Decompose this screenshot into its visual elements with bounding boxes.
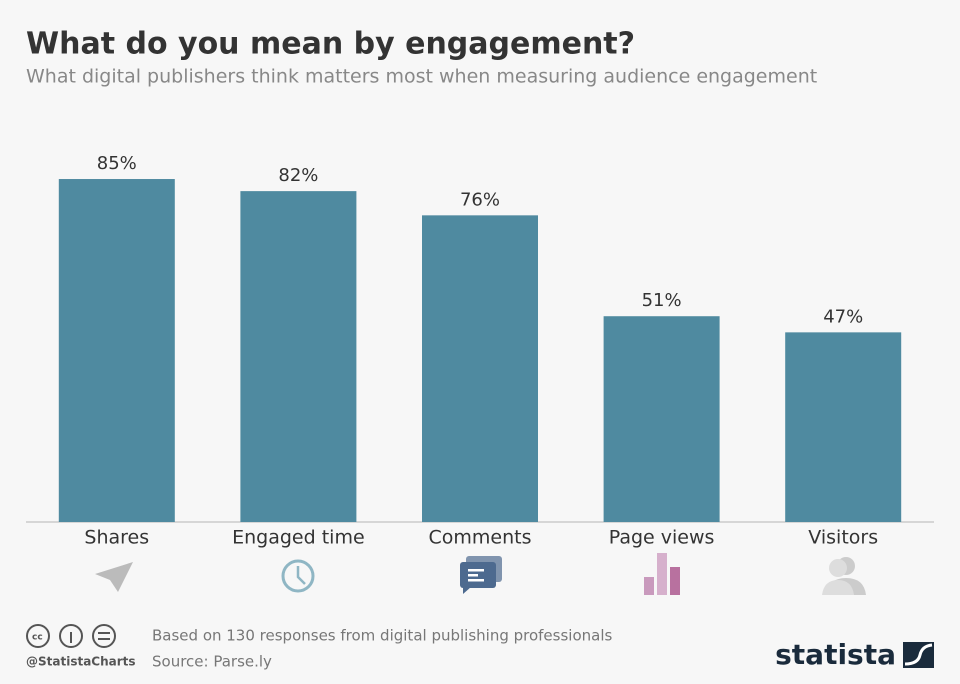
- icon-visitors: [822, 557, 866, 595]
- chart-subtitle: What digital publishers think matters mo…: [26, 66, 817, 88]
- data-label: 47%: [823, 306, 863, 327]
- source: Source: Parse.ly: [152, 653, 272, 671]
- data-label: 51%: [642, 290, 682, 311]
- bar: [422, 215, 538, 522]
- icon-comments: [460, 556, 502, 594]
- data-label: 76%: [460, 189, 500, 210]
- bar: [240, 191, 357, 522]
- cc-icons: [26, 624, 116, 648]
- x-tick-label: Shares: [84, 527, 149, 549]
- icon-plane: [95, 562, 133, 592]
- note: Based on 130 responses from digital publ…: [152, 627, 612, 645]
- icon-clock: [281, 559, 315, 593]
- chart-title: What do you mean by engagement?: [26, 27, 635, 62]
- data-label: 85%: [97, 153, 137, 174]
- bar: [785, 332, 902, 522]
- brand: statista: [775, 638, 896, 671]
- x-tick-label: Page views: [609, 527, 715, 549]
- handle: @StatistaCharts: [26, 655, 136, 669]
- x-tick-label: Engaged time: [232, 527, 365, 549]
- bar: [58, 179, 175, 522]
- x-tick-label: Visitors: [808, 527, 878, 549]
- x-tick-label: Comments: [429, 527, 532, 549]
- cc-mark: cc: [32, 633, 43, 643]
- icon-page-views: [644, 553, 680, 595]
- bar: [603, 316, 720, 522]
- brand-logo: [903, 642, 934, 668]
- data-label: 82%: [278, 165, 318, 186]
